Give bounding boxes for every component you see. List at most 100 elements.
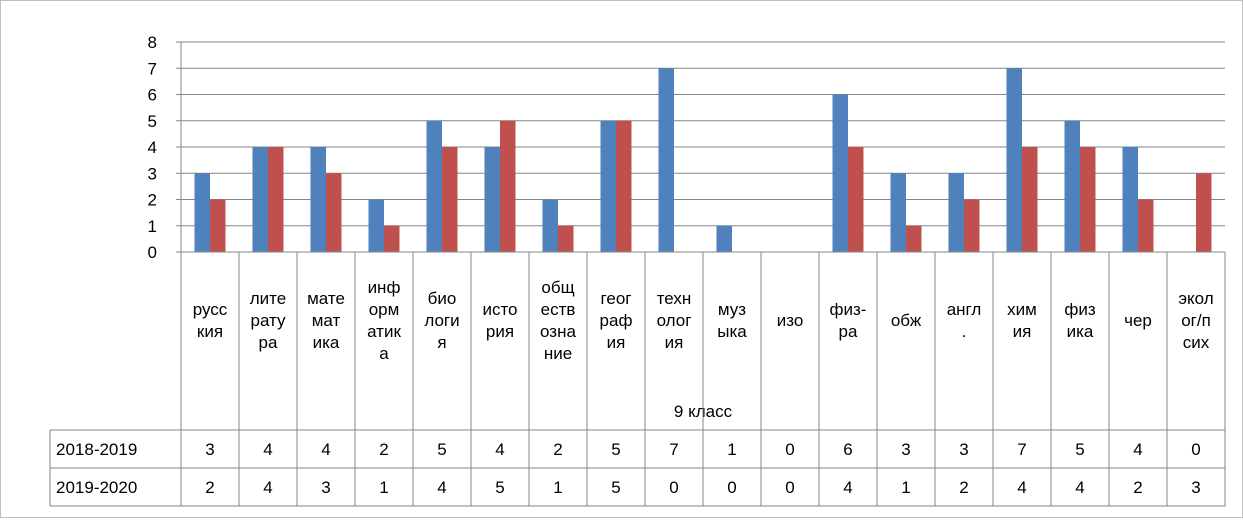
category-label-line: озна xyxy=(540,322,576,341)
bar xyxy=(890,173,906,252)
bar xyxy=(1080,147,1096,252)
y-tick-label: 5 xyxy=(148,112,157,131)
data-table-value: 4 xyxy=(263,478,272,497)
category-label: чер xyxy=(1124,311,1152,330)
bar xyxy=(210,199,226,252)
category-label: русс кия xyxy=(193,300,228,341)
category-label: обж xyxy=(891,311,922,330)
category-label-line: ра xyxy=(839,322,858,341)
category-label-line: экол xyxy=(1178,289,1213,308)
category-label-line: ия xyxy=(607,333,626,352)
y-tick-label: 7 xyxy=(148,59,157,78)
bar xyxy=(832,94,848,252)
bar xyxy=(1122,147,1138,252)
category-label-line: кия xyxy=(197,322,223,341)
category-label: общ еств озна ние xyxy=(540,278,576,363)
category-label: муз ыка xyxy=(717,300,747,341)
data-table-value: 1 xyxy=(553,478,562,497)
bar xyxy=(964,199,980,252)
data-table-value: 1 xyxy=(379,478,388,497)
data-table-value: 0 xyxy=(727,478,736,497)
data-table-value: 5 xyxy=(1075,440,1084,459)
category-label: мате мат ика xyxy=(307,289,345,352)
y-tick-label: 2 xyxy=(148,191,157,210)
category-label-line: . xyxy=(962,322,967,341)
category-label-line: чер xyxy=(1124,311,1152,330)
data-table-value: 1 xyxy=(901,478,910,497)
category-label-line: общ xyxy=(541,278,574,297)
data-table-value: 1 xyxy=(727,440,736,459)
category-label: инф орм атик а xyxy=(367,278,401,363)
category-label: био логи я xyxy=(424,289,459,352)
data-table-value: 7 xyxy=(1017,440,1026,459)
bar xyxy=(326,173,342,252)
category-label: физ-ра xyxy=(830,300,867,341)
data-table-value: 4 xyxy=(1133,440,1142,459)
category-label-line: ра xyxy=(259,333,278,352)
bar xyxy=(310,147,326,252)
category-label: исто рия xyxy=(482,300,517,341)
data-table-value: 4 xyxy=(1017,478,1026,497)
category-label: экол ог/п сих xyxy=(1178,289,1213,352)
bar xyxy=(658,68,674,252)
category-label-line: лите xyxy=(250,289,286,308)
category-label-line: физ xyxy=(1064,300,1095,319)
category-label-line: ог/п xyxy=(1181,311,1211,330)
bar xyxy=(252,147,268,252)
data-table-value: 0 xyxy=(669,478,678,497)
category-label-line: мат xyxy=(312,311,341,330)
data-table-value: 2 xyxy=(1133,478,1142,497)
y-tick-label: 0 xyxy=(148,243,157,262)
data-table-value: 5 xyxy=(611,440,620,459)
data-table-value: 5 xyxy=(495,478,504,497)
category-label-line: рия xyxy=(486,322,514,341)
bar xyxy=(442,147,458,252)
bar xyxy=(848,147,864,252)
category-label: техн олог ия xyxy=(657,289,692,352)
gridlines xyxy=(181,41,1225,227)
bar xyxy=(426,120,442,252)
data-table-value: 4 xyxy=(843,478,852,497)
category-label: хим ия xyxy=(1007,300,1037,341)
bar xyxy=(906,225,922,252)
data-table-value: 3 xyxy=(321,478,330,497)
category-label-line: русс xyxy=(193,300,228,319)
bar xyxy=(1064,120,1080,252)
category-label-line: орм xyxy=(369,300,400,319)
category-label-line: англ xyxy=(947,300,982,319)
bar xyxy=(368,199,384,252)
bar xyxy=(1022,147,1038,252)
category-label-line: логи xyxy=(424,311,459,330)
category-label-line: обж xyxy=(891,311,922,330)
data-table-value: 0 xyxy=(785,440,794,459)
data-table-value: 5 xyxy=(437,440,446,459)
data-table-value: 3 xyxy=(901,440,910,459)
category-label-line: физ- xyxy=(830,300,867,319)
bar xyxy=(716,225,732,252)
category-label-line: ика xyxy=(1067,322,1094,341)
data-table-value: 4 xyxy=(263,440,272,459)
category-label: физ ика xyxy=(1064,300,1095,341)
category-label: изо xyxy=(777,311,804,330)
category-labels: русс кия лите рату ра мате мат ика инф орм атик а би… xyxy=(180,252,1226,421)
y-tick-label: 8 xyxy=(148,33,157,52)
data-table-value: 5 xyxy=(611,478,620,497)
category-label-line: а xyxy=(379,344,389,363)
y-tick-label: 3 xyxy=(148,164,157,183)
data-table-value: 3 xyxy=(959,440,968,459)
category-label-line: еств xyxy=(541,300,576,319)
category-label-line: олог xyxy=(657,311,692,330)
data-table-value: 2 xyxy=(205,478,214,497)
data-table-value: 4 xyxy=(437,478,446,497)
bar xyxy=(1196,173,1212,252)
bars xyxy=(194,68,1212,252)
bar xyxy=(558,225,574,252)
bar xyxy=(384,225,400,252)
bar xyxy=(1006,68,1022,252)
data-table-value: 3 xyxy=(205,440,214,459)
bar xyxy=(500,120,516,252)
category-label-line: хим xyxy=(1007,300,1037,319)
category-label-line: исто xyxy=(482,300,517,319)
